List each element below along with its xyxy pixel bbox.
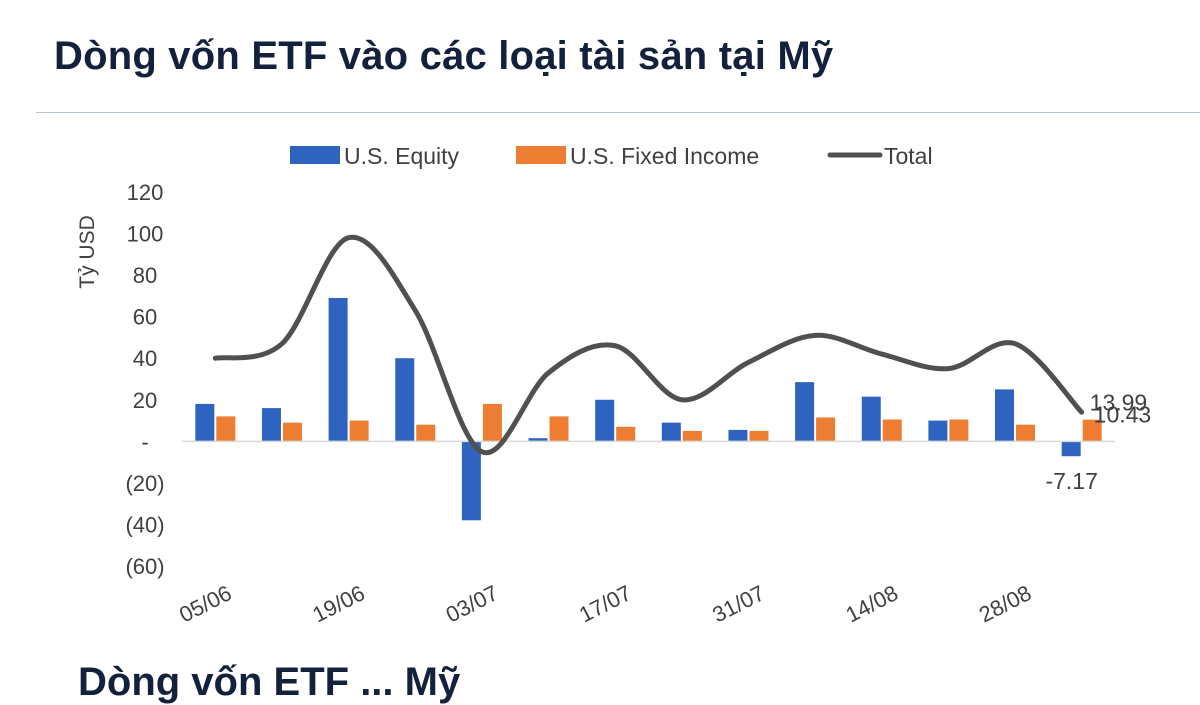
bar-us-equity xyxy=(728,429,748,442)
bar-us-fixed-income xyxy=(882,419,902,442)
bar-us-equity xyxy=(261,408,281,442)
bar-series xyxy=(195,297,1102,521)
data-label: 13.99 xyxy=(1090,389,1148,415)
legend-swatch xyxy=(516,146,566,164)
legend-label: U.S. Fixed Income xyxy=(570,143,759,169)
bar-us-fixed-income xyxy=(682,430,702,442)
bar-us-equity xyxy=(928,420,948,442)
bar-us-equity xyxy=(328,297,348,442)
bar-us-equity xyxy=(795,382,815,442)
bar-us-fixed-income xyxy=(616,426,636,442)
y-tick-label: 100 xyxy=(127,222,164,247)
data-label: -7.17 xyxy=(1045,468,1097,494)
bar-us-fixed-income xyxy=(349,420,369,442)
x-tick-label: 03/07 xyxy=(442,580,502,627)
x-tick-label: 05/06 xyxy=(175,580,235,627)
x-tick-label: 14/08 xyxy=(842,580,902,627)
page-title: Dòng vốn ETF vào các loại tài sản tại Mỹ xyxy=(54,34,834,78)
bar-us-fixed-income xyxy=(282,422,302,442)
bar-us-equity xyxy=(661,422,681,442)
data-label: 10.43 xyxy=(1094,402,1152,428)
legend-label: U.S. Equity xyxy=(344,143,460,169)
title-divider xyxy=(36,112,1200,113)
bar-us-fixed-income xyxy=(816,417,836,442)
chart-legend: U.S. Equity U.S. Fixed Income Total xyxy=(290,143,933,169)
y-tick-label: 120 xyxy=(127,180,164,205)
bar-us-equity xyxy=(195,403,215,442)
y-axis-label: Tỷ USD xyxy=(76,215,99,289)
next-section-title-partial: Dòng vốn ETF ... Mỹ xyxy=(78,660,461,704)
y-tick-label: 40 xyxy=(133,346,157,371)
y-tick-label: 20 xyxy=(133,388,157,413)
y-tick-label: 60 xyxy=(133,305,157,330)
etf-flow-chart: U.S. Equity U.S. Fixed Income Total Tỷ USD… xyxy=(76,143,1151,627)
bar-us-equity xyxy=(461,441,481,521)
y-tick-label: (40) xyxy=(125,512,164,537)
total-series-line xyxy=(212,234,1085,456)
bar-us-equity xyxy=(995,389,1015,442)
bar-us-fixed-income xyxy=(749,430,769,442)
x-axis-ticks: 05/06 19/06 03/07 17/07 31/07 14/08 28/08 xyxy=(175,580,1035,627)
bar-us-fixed-income xyxy=(416,424,436,442)
legend-swatch xyxy=(290,146,340,164)
y-tick-label: 80 xyxy=(133,263,157,288)
bar-us-equity xyxy=(395,358,415,442)
y-axis-ticks: 120 100 80 60 40 20 - (20) (40) (60) xyxy=(125,180,164,579)
x-tick-label: 31/07 xyxy=(708,580,768,627)
bar-us-fixed-income xyxy=(482,403,502,442)
bar-us-equity xyxy=(595,399,615,442)
bar-us-fixed-income xyxy=(216,416,236,442)
y-tick-label: (20) xyxy=(125,471,164,496)
bar-us-fixed-income xyxy=(1016,424,1036,442)
bar-us-fixed-income xyxy=(949,419,969,442)
y-tick-label: - xyxy=(141,429,148,454)
y-tick-label: (60) xyxy=(125,554,164,579)
legend-label: Total xyxy=(884,143,933,169)
x-tick-label: 28/08 xyxy=(975,580,1035,627)
x-tick-label: 19/06 xyxy=(308,580,368,627)
bar-us-equity xyxy=(528,438,548,442)
bar-us-fixed-income xyxy=(549,416,569,442)
x-tick-label: 17/07 xyxy=(575,580,635,627)
bar-us-equity xyxy=(1061,441,1081,457)
bar-us-equity xyxy=(861,396,881,442)
bar-us-fixed-income xyxy=(1082,419,1102,442)
